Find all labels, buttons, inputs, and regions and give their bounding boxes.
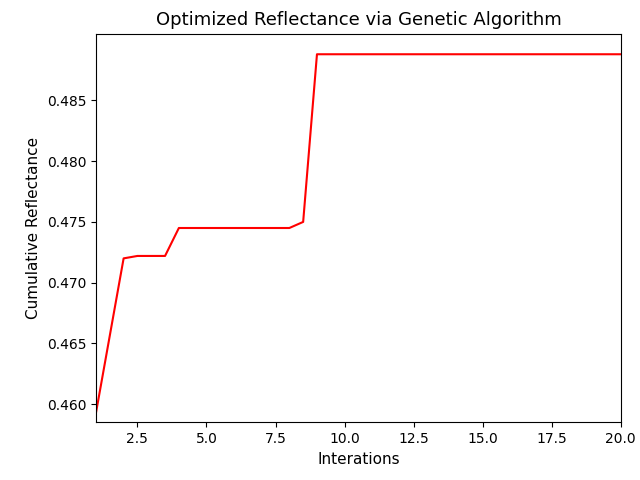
Title: Optimized Reflectance via Genetic Algorithm: Optimized Reflectance via Genetic Algori…	[156, 11, 561, 29]
X-axis label: Interations: Interations	[317, 452, 400, 467]
Y-axis label: Cumulative Reflectance: Cumulative Reflectance	[26, 137, 41, 319]
